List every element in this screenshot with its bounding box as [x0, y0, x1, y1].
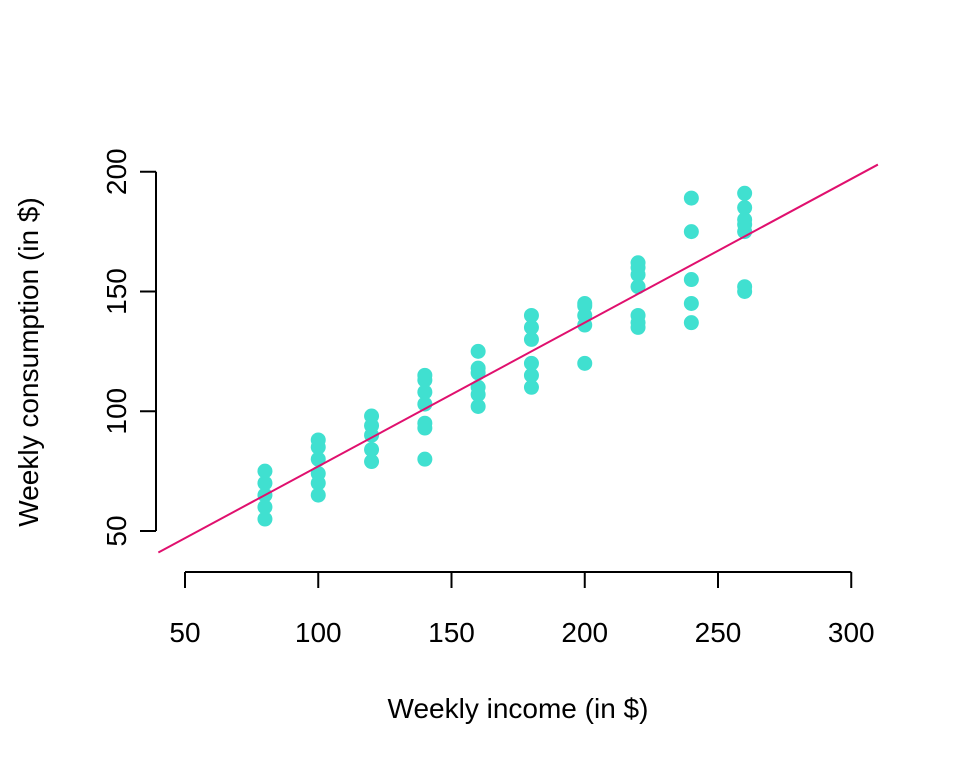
data-point — [683, 272, 699, 288]
x-tick-label: 300 — [828, 617, 875, 648]
data-point — [417, 415, 433, 431]
data-point — [417, 367, 433, 383]
y-axis-title: Weekly consumption (in $) — [13, 197, 44, 526]
data-point — [737, 200, 753, 216]
data-point — [364, 408, 380, 424]
data-point — [523, 307, 539, 323]
x-axis: 50 100 150 200 250 300 — [169, 571, 875, 648]
data-point — [470, 379, 486, 395]
x-tick-label: 100 — [295, 617, 342, 648]
regression-line — [157, 163, 879, 554]
data-point — [523, 331, 539, 347]
x-tick-label: 50 — [169, 617, 200, 648]
data-point — [630, 307, 646, 323]
regression-line-group — [157, 163, 879, 554]
x-tick-label: 200 — [561, 617, 608, 648]
data-point — [630, 279, 646, 295]
y-tick-label: 150 — [101, 268, 132, 315]
data-point — [310, 451, 326, 467]
x-tick-label: 150 — [428, 617, 475, 648]
data-point — [257, 463, 273, 479]
y-axis: 50 100 150 200 — [101, 148, 157, 547]
x-axis-title: Weekly income (in $) — [388, 693, 649, 724]
data-point — [310, 466, 326, 482]
y-tick-label: 50 — [101, 515, 132, 546]
data-point — [310, 487, 326, 503]
y-tick-label: 200 — [101, 148, 132, 195]
data-point — [523, 379, 539, 395]
data-point — [417, 451, 433, 467]
data-point — [257, 511, 273, 527]
data-point — [683, 224, 699, 240]
data-point — [577, 355, 593, 371]
data-point — [417, 384, 433, 400]
data-point — [523, 355, 539, 371]
data-point — [257, 499, 273, 515]
data-point — [310, 432, 326, 448]
data-point — [470, 343, 486, 359]
data-point — [577, 295, 593, 311]
y-tick-label: 100 — [101, 388, 132, 435]
data-point — [737, 185, 753, 201]
data-point — [630, 255, 646, 271]
data-points — [257, 185, 753, 527]
data-point — [683, 190, 699, 206]
data-point — [470, 360, 486, 376]
data-point — [364, 442, 380, 458]
data-point — [470, 398, 486, 414]
data-point — [737, 279, 753, 295]
data-point — [737, 212, 753, 228]
data-point — [364, 454, 380, 470]
data-point — [523, 367, 539, 383]
x-tick-label: 250 — [695, 617, 742, 648]
data-point — [683, 295, 699, 311]
data-point — [257, 475, 273, 491]
data-point — [523, 319, 539, 335]
data-point — [683, 315, 699, 331]
